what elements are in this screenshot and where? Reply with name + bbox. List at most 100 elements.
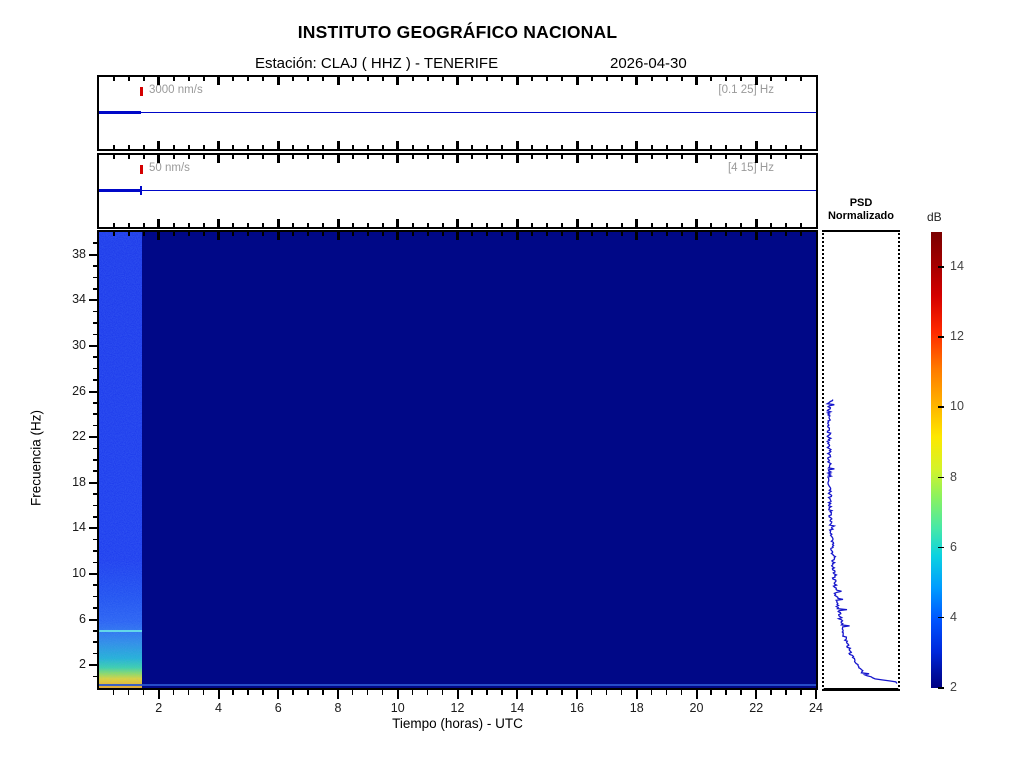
band-label: [0.1 25] Hz (718, 84, 774, 96)
y-axis-tick (89, 573, 97, 575)
time-tick (546, 145, 549, 149)
time-tick (426, 232, 429, 236)
y-tick-label: 14 (72, 520, 86, 535)
x-axis-tick (695, 690, 698, 699)
y-axis-tick (89, 618, 97, 621)
time-tick (800, 77, 803, 81)
time-tick (322, 223, 325, 227)
time-tick (620, 77, 623, 81)
time-tick (307, 145, 310, 149)
time-tick (695, 232, 698, 240)
time-tick (322, 77, 325, 81)
time-tick (650, 223, 653, 227)
time-tick (366, 232, 369, 236)
time-tick (531, 145, 534, 149)
x-tick-label: 8 (334, 701, 342, 715)
x-axis-tick (381, 690, 384, 695)
x-axis-tick (351, 690, 354, 695)
y-axis-tick (93, 413, 97, 415)
time-tick (127, 155, 130, 159)
colorbar-tick (938, 546, 944, 549)
time-tick (710, 77, 713, 81)
time-tick (396, 77, 400, 85)
time-tick (605, 155, 608, 159)
scale-label: 50 nm/s (149, 162, 190, 174)
time-tick (710, 145, 713, 149)
time-tick (650, 155, 653, 159)
time-tick (381, 145, 384, 149)
x-axis-tick (337, 690, 339, 699)
waveform-trace (99, 112, 816, 113)
time-tick (381, 77, 384, 81)
time-tick (770, 232, 773, 236)
y-axis-tick (93, 630, 97, 632)
time-tick (456, 155, 459, 163)
time-tick (381, 223, 384, 227)
time-tick (575, 141, 579, 149)
x-axis-tick (650, 690, 653, 695)
x-tick-label: 2 (155, 701, 163, 715)
time-tick (411, 155, 414, 159)
time-tick (695, 77, 698, 85)
time-tick (157, 155, 161, 163)
waveform-trace (99, 190, 816, 191)
time-tick (441, 232, 444, 236)
colorbar-tick (938, 406, 944, 408)
time-tick (650, 77, 653, 81)
time-tick (262, 223, 265, 227)
y-axis-tick (93, 504, 97, 507)
x-axis-tick (217, 690, 220, 699)
time-tick (262, 77, 265, 81)
time-tick (292, 77, 295, 81)
time-tick (351, 232, 354, 236)
x-axis-tick (142, 690, 145, 695)
x-axis-tick (576, 690, 578, 699)
time-tick (366, 77, 369, 81)
time-tick (546, 77, 549, 81)
time-tick (590, 232, 593, 236)
five-hz-line (99, 630, 142, 632)
x-axis-tick (262, 690, 264, 695)
time-tick (456, 77, 459, 85)
psd-curve (825, 399, 898, 684)
x-axis-tick (680, 690, 683, 695)
y-axis-tick (93, 447, 97, 450)
time-tick (157, 219, 161, 227)
time-tick (486, 145, 489, 149)
y-tick-label: 6 (79, 611, 86, 626)
time-tick (650, 145, 653, 149)
time-tick (725, 145, 728, 149)
y-axis-title: Frecuencia (Hz) (28, 409, 44, 507)
x-tick-label: 4 (215, 701, 222, 715)
y-axis-tick (93, 242, 97, 244)
time-tick (770, 77, 773, 81)
time-tick (187, 155, 190, 159)
x-tick-label: 16 (570, 701, 584, 715)
time-tick (292, 155, 295, 159)
time-tick (322, 155, 325, 159)
x-tick-label: 18 (629, 701, 644, 715)
x-axis-tick (396, 690, 399, 699)
time-tick (695, 141, 698, 149)
time-tick (740, 232, 743, 236)
x-tick-label: 12 (450, 701, 465, 715)
time-tick (605, 223, 608, 227)
time-tick (366, 223, 369, 227)
time-tick (665, 145, 668, 149)
page-title: INSTITUTO GEOGRÁFICO NACIONAL (297, 22, 618, 42)
y-tick-label: 22 (72, 429, 86, 444)
y-tick-label: 18 (72, 474, 86, 489)
x-axis-tick (112, 690, 115, 695)
time-tick (680, 223, 683, 227)
y-axis-tick (93, 607, 97, 609)
colorbar-tick (938, 476, 944, 479)
y-axis-tick (93, 322, 97, 324)
time-tick (546, 223, 549, 227)
x-axis-tick (366, 690, 369, 695)
time-tick (471, 155, 474, 159)
x-axis-tick (546, 690, 548, 695)
x-axis-tick (590, 690, 593, 695)
time-tick (441, 223, 444, 227)
colorbar-tick-label: 12 (950, 329, 964, 344)
time-tick (531, 223, 534, 227)
